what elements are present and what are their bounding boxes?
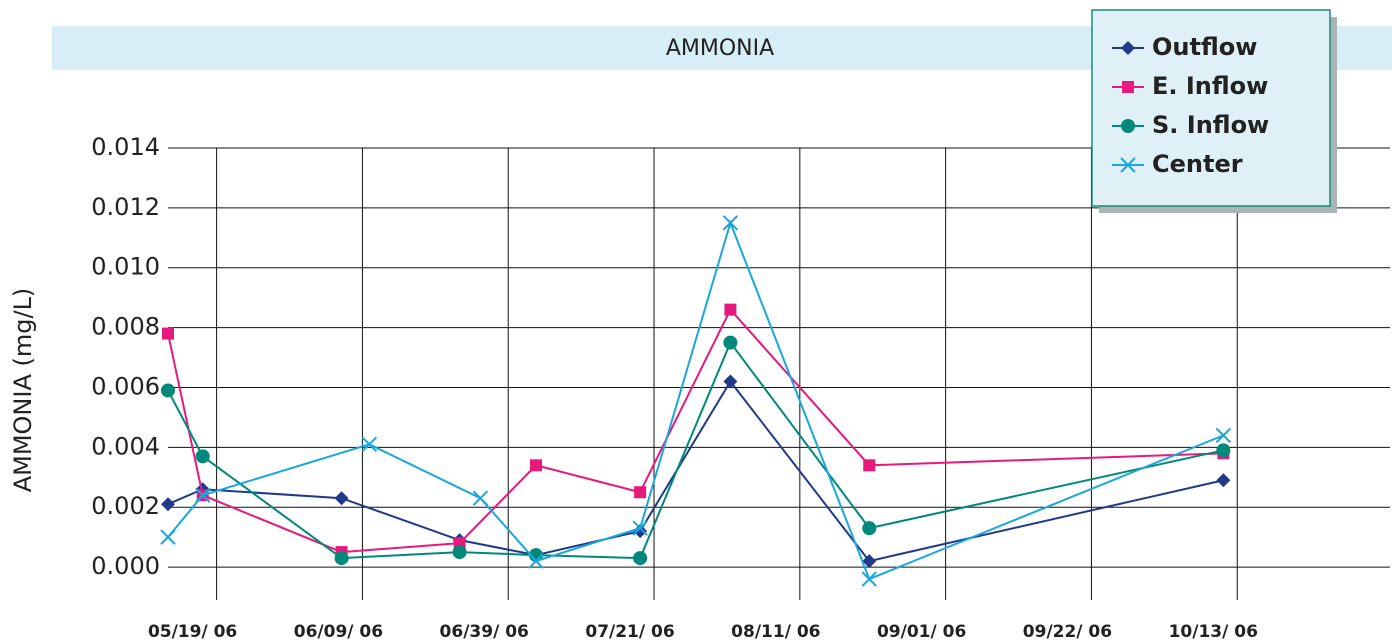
x-tick-label: 08/11/ 06 [731, 622, 820, 642]
y-axis-label: AMMONIA (mg/L) [9, 288, 37, 493]
marker [1120, 157, 1136, 173]
marker [161, 383, 175, 398]
legend-box [1091, 9, 1331, 207]
y-tick-label: 0.010 [91, 253, 160, 281]
y-tick-label: 0.006 [91, 372, 160, 400]
legend-label: Center [1152, 150, 1243, 178]
marker [862, 521, 877, 536]
marker [1121, 119, 1135, 133]
marker [334, 551, 349, 566]
y-tick-label: 0.014 [91, 133, 160, 161]
chart-title: AMMONIA [666, 36, 774, 61]
marker [722, 215, 739, 231]
marker [632, 520, 648, 536]
series-line [167, 219, 1224, 581]
marker [861, 571, 877, 587]
marker [529, 459, 542, 472]
y-tick-label: 0.004 [91, 432, 160, 460]
x-tick-label: 06/09/ 06 [294, 622, 383, 642]
series-line [167, 340, 1224, 560]
x-tick-label: 06/39/ 06 [440, 622, 529, 642]
y-tick-label: 0.000 [91, 552, 160, 580]
marker [863, 459, 876, 472]
marker [160, 529, 176, 545]
marker [724, 303, 737, 316]
legend: Outflow E. Inflow S. Inflow Center [1091, 9, 1337, 213]
marker [1216, 443, 1231, 458]
marker [723, 335, 738, 350]
marker [634, 486, 647, 499]
y-tick-label: 0.002 [91, 492, 160, 520]
marker [161, 497, 175, 512]
marker [1121, 41, 1135, 55]
x-tick-label: 09/22/ 06 [1023, 622, 1112, 642]
marker [195, 449, 210, 464]
marker [1216, 473, 1231, 488]
marker [361, 436, 378, 453]
marker [452, 545, 467, 560]
series-line [167, 379, 1224, 563]
marker [472, 490, 489, 506]
x-tick-label: 09/01/ 06 [877, 622, 966, 642]
marker [723, 374, 738, 389]
marker [334, 491, 349, 506]
x-tick-label: 07/21/ 06 [585, 622, 674, 642]
y-tick-label: 0.008 [91, 313, 160, 341]
x-tick-label: 05/19/ 06 [148, 622, 237, 642]
marker [633, 524, 648, 539]
legend-label: S. Inflow [1152, 111, 1269, 139]
marker [1122, 81, 1134, 93]
y-tick-label: 0.012 [91, 193, 160, 221]
grid [168, 147, 1390, 600]
x-tick-label: 10/13/ 06 [1169, 622, 1258, 642]
legend-label: E. Inflow [1152, 72, 1268, 100]
marker [162, 327, 174, 340]
legend-label: Outflow [1152, 33, 1257, 61]
marker [195, 487, 211, 503]
marker [862, 554, 877, 569]
marker [528, 553, 544, 569]
marker [1215, 427, 1232, 444]
marker [633, 551, 648, 566]
